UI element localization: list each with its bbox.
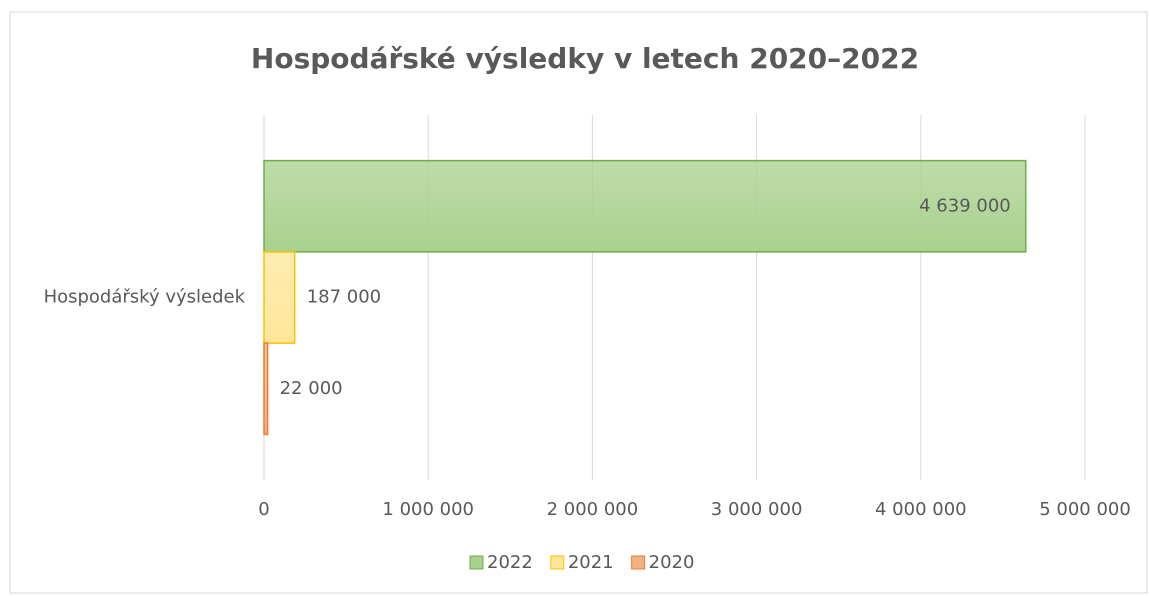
- x-tick-label: 4 000 000: [875, 499, 967, 520]
- legend-label: 2022: [487, 552, 533, 573]
- x-tick-label: 3 000 000: [711, 499, 803, 520]
- legend-label: 2020: [649, 552, 695, 573]
- x-tick-label: 0: [258, 499, 269, 520]
- category-label: Hospodářský výsledek: [44, 287, 246, 308]
- chart-title: Hospodářské výsledky v letech 2020–2022: [251, 42, 919, 75]
- data-label: 22 000: [280, 378, 343, 399]
- data-label: 187 000: [307, 287, 381, 308]
- chart-frame: [9, 11, 1148, 594]
- bar: [263, 342, 269, 436]
- legend-swatch: [469, 555, 484, 570]
- legend-swatch: [631, 555, 646, 570]
- x-tick-label: 2 000 000: [547, 499, 639, 520]
- data-label: 4 639 000: [919, 195, 1011, 216]
- x-tick-label: 1 000 000: [382, 499, 474, 520]
- bar: [263, 159, 1027, 253]
- x-tick-label: 5 000 000: [1039, 499, 1131, 520]
- legend-label: 2021: [568, 552, 614, 573]
- legend-swatch: [550, 555, 565, 570]
- bar: [263, 251, 296, 344]
